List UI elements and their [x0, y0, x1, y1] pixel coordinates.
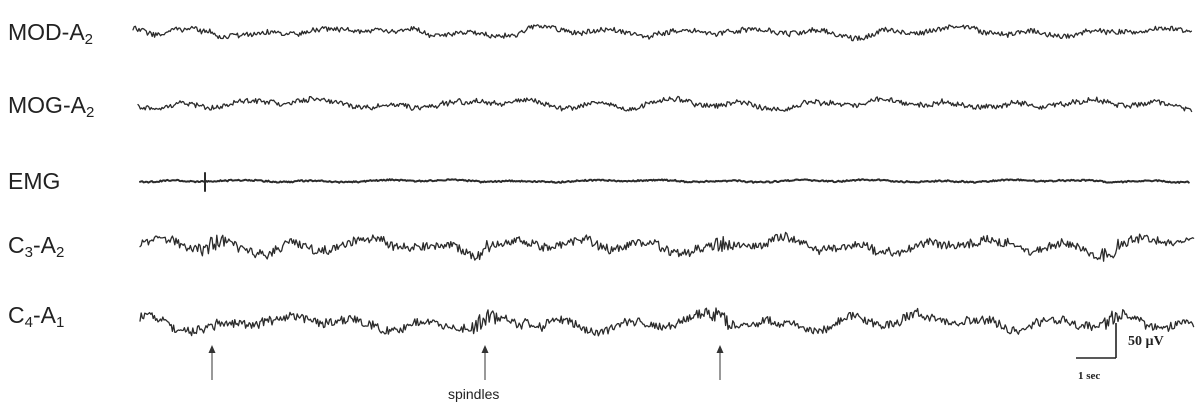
spindle-arrow-3: [716, 345, 724, 380]
scale-bar: [1076, 323, 1117, 359]
channel-label-c4-a1: C4-A1: [8, 302, 65, 331]
trace-c4-a1: [139, 307, 1195, 337]
spindle-arrow-2: [481, 345, 489, 380]
spindle-arrows: [208, 345, 724, 380]
spindle-arrow-1: [208, 345, 216, 380]
channel-label-c3-a2: C3-A2: [8, 232, 65, 261]
scale-bar-amplitude-label: 50 µV: [1128, 334, 1164, 349]
scale-bar-time-label: 1 sec: [1078, 370, 1101, 382]
trace-mod-a2: [132, 24, 1193, 42]
channel-label-mod-a2: MOD-A2: [8, 19, 94, 48]
spindles-annotation: spindles: [448, 386, 500, 402]
trace-mog-a2: [137, 95, 1193, 113]
trace-emg: [139, 172, 1190, 192]
trace-c3-a2: [139, 231, 1195, 262]
channel-label-mog-a2: MOG-A2: [8, 92, 95, 121]
channel-label-emg: EMG: [8, 168, 61, 194]
